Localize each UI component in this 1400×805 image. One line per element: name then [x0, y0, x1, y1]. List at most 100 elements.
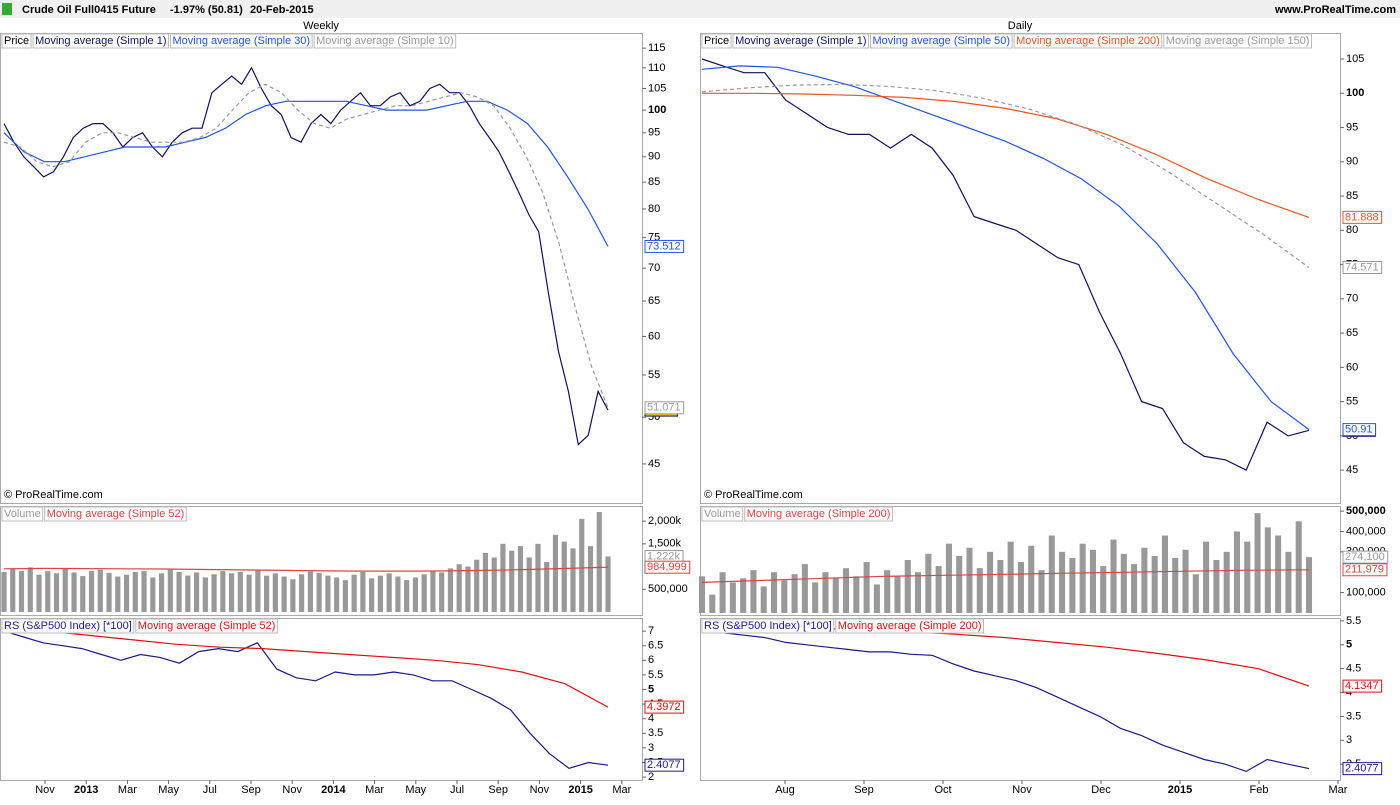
volume-bar	[45, 571, 51, 612]
value-tag-label: 4.3972	[647, 701, 681, 713]
volume-bar	[325, 575, 331, 612]
volume-bar	[465, 566, 471, 612]
legend-item: Price	[4, 35, 29, 47]
x-tick-label: 2015	[1168, 784, 1192, 796]
x-tick-label: Mar	[1329, 784, 1348, 796]
volume-bar	[115, 576, 121, 612]
y-tick-label: 7	[648, 625, 654, 637]
y-tick-label: 4.5	[1346, 663, 1361, 675]
series-line	[701, 569, 1310, 583]
volume-bar	[141, 571, 147, 612]
volume-bar	[80, 576, 86, 612]
legend-box	[1, 33, 32, 49]
volume-bar	[570, 548, 576, 612]
volume-bar	[1120, 553, 1127, 613]
x-tick-label: Aug	[775, 784, 795, 796]
legend-item: Moving average (Simple 200)	[838, 620, 982, 632]
volume-bar	[1007, 541, 1014, 613]
series-line	[3, 566, 609, 572]
volume-bar	[264, 575, 270, 612]
volume-bar	[760, 586, 767, 613]
y-tick-label: 105	[648, 82, 666, 94]
x-tick-label: Jul	[450, 784, 464, 796]
volume-bar	[1089, 549, 1096, 613]
volume-bar	[1048, 535, 1055, 613]
legend-box	[744, 506, 893, 522]
value-tag	[644, 239, 685, 253]
y-tick-label: 90	[648, 151, 660, 163]
legend-box	[1, 506, 44, 522]
value-tag	[1342, 423, 1377, 437]
volume-bar	[1038, 570, 1045, 613]
y-tick-label: 85	[648, 176, 660, 188]
volume-bar	[237, 571, 243, 612]
series-line	[701, 65, 1310, 431]
volume-bar	[552, 534, 559, 612]
volume-bar	[587, 546, 594, 612]
volume-bar	[255, 570, 261, 612]
y-tick-label: 4	[648, 713, 654, 725]
value-tag-label: 1,222k	[647, 550, 681, 562]
volume-bar	[812, 582, 819, 613]
legend-item: Moving average (Simple 10)	[316, 35, 454, 47]
volume-bar	[246, 574, 252, 612]
x-tick-label: Feb	[1250, 784, 1269, 796]
volume-bar	[1100, 566, 1107, 613]
x-tick-label: Oct	[934, 784, 951, 796]
x-tick-label: Nov	[1012, 784, 1032, 796]
volume-bar	[71, 572, 77, 612]
volume-bar	[351, 574, 357, 612]
volume-bar	[185, 575, 191, 612]
volume-bar	[299, 574, 305, 612]
volume-bar	[53, 573, 60, 612]
icon	[2, 3, 12, 15]
value-tag-label: 4.1347	[1345, 680, 1379, 692]
volume-bar	[781, 580, 788, 613]
x-tick-label: 2013	[74, 784, 98, 796]
legend-box	[701, 506, 744, 522]
volume-bar	[801, 564, 808, 613]
value-tag	[1342, 679, 1383, 693]
volume-bar	[884, 570, 891, 613]
value-tag	[1342, 261, 1383, 275]
y-tick-label: 110	[648, 62, 666, 74]
volume-bar	[1069, 557, 1076, 613]
panel-frame	[0, 506, 643, 616]
value-tag	[1342, 550, 1389, 564]
y-tick-label: 65	[1346, 327, 1358, 339]
volume-bar	[770, 572, 778, 613]
x-tick-label: Jul	[203, 784, 217, 796]
value-tag-label: 2.4077	[1345, 763, 1379, 775]
volume-bar	[1295, 521, 1302, 613]
x-tick-label: May	[405, 784, 426, 796]
volume-bar	[966, 547, 973, 613]
y-tick-label: 70	[1346, 293, 1358, 305]
legend-box	[135, 618, 278, 634]
volume-bar	[1161, 535, 1169, 613]
volume-bar	[1131, 564, 1138, 613]
volume-bar	[482, 552, 489, 612]
volume-bar	[211, 574, 217, 612]
value-tag	[1342, 210, 1383, 224]
legend-box	[835, 618, 984, 634]
value-tag	[644, 401, 685, 415]
volume-bar	[18, 571, 25, 612]
legend-item: Moving average (Simple 1)	[735, 35, 866, 47]
value-tag-label: 274,100	[1345, 551, 1385, 563]
value-tag	[644, 700, 685, 714]
y-tick-label: 2,000k	[648, 515, 682, 527]
y-tick-label: 60	[1346, 361, 1358, 373]
x-tick-label: Mar	[612, 784, 631, 796]
value-tag	[1342, 762, 1383, 776]
x-tick-label: Nov	[282, 784, 302, 796]
volume-bar	[176, 571, 182, 612]
volume-bar	[334, 577, 340, 612]
panel-frame	[0, 33, 643, 504]
volume-bar	[935, 566, 942, 613]
volume-bar	[316, 572, 322, 612]
x-tick-label: Mar	[365, 784, 384, 796]
volume-bar	[369, 578, 375, 612]
volume-bar	[904, 559, 911, 613]
volume-bar	[1192, 574, 1199, 613]
volume-bar	[307, 571, 313, 612]
